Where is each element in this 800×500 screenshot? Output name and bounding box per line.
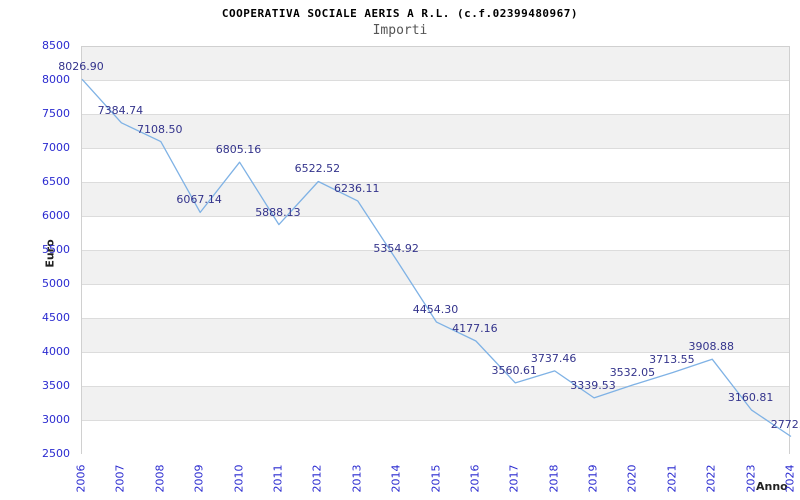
gridline xyxy=(82,318,789,319)
data-label: 3160.81 xyxy=(727,391,774,405)
y-tick-label: 8500 xyxy=(42,39,70,52)
gridline xyxy=(82,148,789,149)
gridline xyxy=(82,352,789,353)
data-label: 6522.52 xyxy=(294,162,341,176)
gridline xyxy=(82,386,789,387)
data-label: 6236.11 xyxy=(333,181,380,195)
plot-band xyxy=(82,319,789,353)
y-tick-label: 6500 xyxy=(42,175,70,188)
plot-band xyxy=(82,387,789,421)
x-tick-label: 2008 xyxy=(153,464,167,493)
data-label: 3532.05 xyxy=(609,365,656,379)
x-tick-label: 2017 xyxy=(507,464,521,493)
plot-band xyxy=(82,81,789,115)
x-tick-label: 2010 xyxy=(232,464,246,493)
y-tick-label: 7000 xyxy=(42,141,70,154)
data-label: 8026.90 xyxy=(58,60,104,74)
data-label: 2772.0 xyxy=(770,417,800,431)
x-tick-label: 2023 xyxy=(744,464,758,493)
x-axis-title: Anno xyxy=(756,480,788,493)
y-tick-label: 7500 xyxy=(42,107,70,120)
plot-band xyxy=(82,47,789,81)
y-tick-label: 4000 xyxy=(42,345,70,358)
plot-band xyxy=(82,217,789,251)
y-tick-label: 6000 xyxy=(42,209,70,222)
x-tick-label: 2018 xyxy=(547,464,561,493)
data-label: 5354.92 xyxy=(373,241,419,255)
y-tick-label: 3000 xyxy=(42,413,70,426)
data-label: 3713.55 xyxy=(649,353,695,367)
plot-band xyxy=(82,115,789,149)
y-tick-label: 3500 xyxy=(42,379,70,392)
data-label: 3737.46 xyxy=(530,351,577,365)
x-tick-label: 2021 xyxy=(665,464,679,493)
data-label: 5888.13 xyxy=(255,205,301,219)
data-label: 6067.14 xyxy=(176,193,222,207)
y-tick-label: 4500 xyxy=(42,311,70,324)
data-label: 6805.16 xyxy=(215,143,262,157)
chart-subtitle: Importi xyxy=(372,23,428,38)
data-label: 4177.16 xyxy=(452,321,498,335)
x-tick-label: 2020 xyxy=(625,464,639,493)
y-tick-label: 5000 xyxy=(42,277,70,290)
y-tick-label: 8000 xyxy=(42,73,70,86)
data-label: 3908.88 xyxy=(688,340,734,354)
y-tick-label: 5500 xyxy=(42,243,70,256)
gridline xyxy=(82,420,789,421)
plot-band xyxy=(82,421,789,455)
data-label: 3339.53 xyxy=(570,378,616,392)
x-tick-label: 2022 xyxy=(704,464,718,493)
x-tick-label: 2016 xyxy=(468,464,482,493)
data-label: 3560.61 xyxy=(491,363,538,377)
plot-band xyxy=(82,285,789,319)
x-tick-label: 2014 xyxy=(389,464,403,493)
series-svg xyxy=(81,78,792,438)
data-label: 4454.30 xyxy=(412,303,459,317)
y-tick-label: 2500 xyxy=(42,447,70,460)
plot-area xyxy=(81,46,792,455)
x-tick-label: 2011 xyxy=(271,464,285,493)
x-tick-label: 2015 xyxy=(429,464,442,493)
gridline xyxy=(82,250,789,251)
gridline xyxy=(82,80,789,81)
chart-title: COOPERATIVA SOCIALE AERIS A R.L. (c.f.02… xyxy=(221,7,579,20)
x-tick-label: 2006 xyxy=(74,464,88,493)
x-tick-label: 2013 xyxy=(350,464,364,493)
plot-band xyxy=(82,251,789,285)
gridline xyxy=(82,284,789,285)
x-tick-label: 2007 xyxy=(113,464,127,493)
gridline xyxy=(82,182,789,183)
x-tick-label: 2012 xyxy=(310,464,324,493)
x-tick-label: 2024 xyxy=(783,464,797,493)
gridline xyxy=(82,114,789,115)
x-tick-label: 2009 xyxy=(192,464,206,493)
data-label: 7108.50 xyxy=(137,122,183,136)
series-line xyxy=(81,78,792,438)
gridline xyxy=(82,216,789,217)
plot-band xyxy=(82,353,789,387)
plot-band xyxy=(82,149,789,183)
data-label: 7384.74 xyxy=(97,103,144,117)
x-tick-label: 2019 xyxy=(586,464,600,493)
